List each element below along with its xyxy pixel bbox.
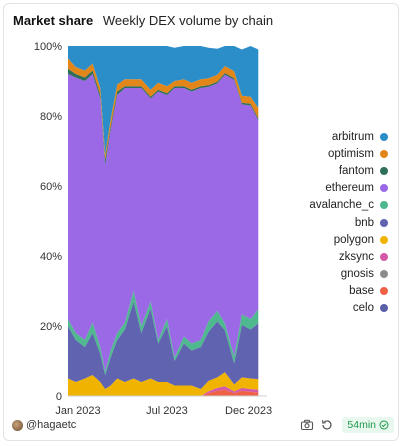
y-tick-label: 40% — [40, 251, 62, 263]
area-fantom — [68, 68, 259, 165]
legend-swatch — [380, 184, 388, 193]
legend-item-fantom[interactable]: fantom — [300, 162, 388, 179]
y-tick-label: 20% — [40, 321, 62, 333]
x-tick-label: Jan 2023 — [55, 405, 100, 417]
refresh-age: 54min — [347, 419, 376, 431]
area-optimism — [68, 58, 259, 160]
legend-label: avalanche_c — [309, 199, 374, 212]
y-tick-label: 0 — [56, 391, 62, 403]
legend-item-arbitrum[interactable]: arbitrum — [300, 128, 388, 145]
legend-swatch — [380, 304, 388, 313]
check-circle-icon — [379, 420, 389, 430]
legend-item-gnosis[interactable]: gnosis — [300, 266, 388, 283]
legend-item-celo[interactable]: celo — [300, 300, 388, 317]
area-bnb — [68, 301, 259, 389]
legend-label: celo — [352, 302, 374, 315]
avatar — [12, 419, 23, 431]
legend-label: optimism — [327, 147, 374, 160]
chart-footer: @hagaetc 54min — [0, 417, 403, 437]
legend-label: gnosis — [340, 268, 374, 281]
legend-swatch — [380, 218, 388, 227]
legend-label: polygon — [333, 233, 374, 246]
legend-swatch — [380, 201, 388, 210]
y-tick-label: 60% — [40, 181, 62, 193]
area-base — [68, 389, 259, 396]
refresh-age-badge: 54min — [342, 417, 394, 433]
legend-swatch — [380, 149, 388, 158]
legend-item-ethereum[interactable]: ethereum — [300, 180, 388, 197]
area-avalanche_c — [68, 291, 259, 375]
author-handle: @hagaetc — [26, 419, 77, 431]
refresh-icon[interactable] — [320, 418, 334, 432]
y-tick-label: 100% — [34, 41, 62, 53]
legend-item-polygon[interactable]: polygon — [300, 231, 388, 248]
legend-label: zksync — [338, 250, 374, 263]
author[interactable]: @hagaetc — [12, 419, 76, 431]
legend-item-optimism[interactable]: optimism — [300, 145, 388, 162]
area-arbitrum — [68, 46, 259, 155]
chart-subtitle: Weekly DEX volume by chain — [102, 13, 274, 28]
legend-swatch — [380, 166, 388, 175]
footer-tools: 54min — [294, 417, 394, 433]
legend-label: bnb — [354, 216, 374, 229]
chart-header: Market share Weekly DEX volume by chain — [13, 13, 273, 28]
legend-swatch — [380, 252, 388, 261]
chart-legend: arbitrum optimism fantom ethereum avalanche_… — [300, 128, 388, 317]
chart-title: Market share — [13, 13, 94, 28]
x-tick-label: Jul 2023 — [146, 405, 188, 417]
legend-item-avalanche_c[interactable]: avalanche_c — [300, 197, 388, 214]
legend-swatch — [380, 235, 388, 244]
legend-item-base[interactable]: base — [300, 283, 388, 300]
legend-label: fantom — [338, 164, 374, 177]
area-ethereum — [68, 74, 259, 372]
camera-icon[interactable] — [300, 418, 314, 432]
legend-swatch — [380, 132, 388, 141]
legend-label: ethereum — [325, 182, 374, 195]
legend-swatch — [380, 270, 388, 279]
x-tick-label: Dec 2023 — [225, 405, 272, 417]
legend-swatch — [380, 287, 388, 296]
legend-label: base — [349, 285, 374, 298]
legend-item-bnb[interactable]: bnb — [300, 214, 388, 231]
area-polygon — [68, 372, 259, 396]
legend-label: arbitrum — [331, 130, 374, 143]
legend-item-zksync[interactable]: zksync — [300, 248, 388, 265]
y-tick-label: 80% — [40, 111, 62, 123]
